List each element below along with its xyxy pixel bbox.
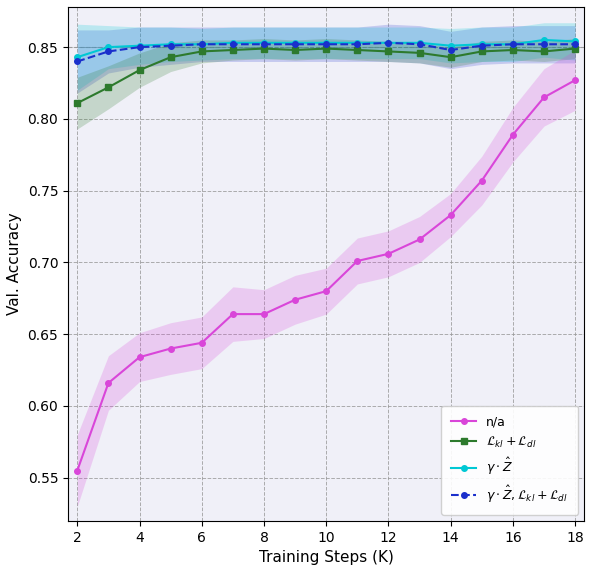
Y-axis label: Val. Accuracy: Val. Accuracy — [7, 213, 22, 315]
n/a — [260, 311, 268, 317]
n/a — [572, 77, 579, 84]
$\gamma \cdot \hat{Z}$ — [354, 39, 361, 46]
$\mathcal{L}_{kl} + \mathcal{L}_{dl}$ — [74, 100, 81, 106]
$\gamma \cdot \hat{Z}$ — [540, 37, 548, 43]
$\mathcal{L}_{kl} + \mathcal{L}_{dl}$ — [136, 67, 143, 74]
$\mathcal{L}_{kl} + \mathcal{L}_{dl}$ — [229, 46, 236, 53]
X-axis label: Training Steps (K): Training Steps (K) — [259, 550, 394, 565]
$\gamma \cdot \hat{Z}$ — [105, 43, 112, 50]
$\gamma \cdot \hat{Z}$ — [198, 41, 205, 47]
$\gamma \cdot \hat{Z}$ — [447, 42, 454, 49]
$\mathcal{L}_{kl} + \mathcal{L}_{dl}$ — [167, 54, 174, 61]
n/a — [198, 339, 205, 346]
$\gamma \cdot \hat{Z}$ — [478, 41, 485, 47]
$\mathcal{L}_{kl} + \mathcal{L}_{dl}$ — [198, 48, 205, 55]
Line: $\gamma \cdot \hat{Z}$: $\gamma \cdot \hat{Z}$ — [75, 37, 578, 60]
$\gamma \cdot \hat{Z}, \mathcal{L}_{kl} + \mathcal{L}_{dl}$ — [229, 41, 236, 47]
$\mathcal{L}_{kl} + \mathcal{L}_{dl}$ — [447, 54, 454, 61]
n/a — [291, 296, 298, 303]
$\mathcal{L}_{kl} + \mathcal{L}_{dl}$ — [385, 48, 392, 55]
$\mathcal{L}_{kl} + \mathcal{L}_{dl}$ — [291, 46, 298, 53]
$\gamma \cdot \hat{Z}$ — [167, 41, 174, 47]
$\mathcal{L}_{kl} + \mathcal{L}_{dl}$ — [540, 48, 548, 55]
n/a — [105, 380, 112, 387]
$\gamma \cdot \hat{Z}$ — [136, 42, 143, 49]
$\gamma \cdot \hat{Z}$ — [572, 38, 579, 45]
$\gamma \cdot \hat{Z}, \mathcal{L}_{kl} + \mathcal{L}_{dl}$ — [416, 41, 423, 47]
$\gamma \cdot \hat{Z}, \mathcal{L}_{kl} + \mathcal{L}_{dl}$ — [167, 42, 174, 49]
n/a — [478, 177, 485, 184]
$\gamma \cdot \hat{Z}, \mathcal{L}_{kl} + \mathcal{L}_{dl}$ — [260, 41, 268, 47]
$\mathcal{L}_{kl} + \mathcal{L}_{dl}$ — [478, 48, 485, 55]
$\gamma \cdot \hat{Z}, \mathcal{L}_{kl} + \mathcal{L}_{dl}$ — [540, 41, 548, 47]
$\gamma \cdot \hat{Z}$ — [229, 39, 236, 46]
$\gamma \cdot \hat{Z}, \mathcal{L}_{kl} + \mathcal{L}_{dl}$ — [136, 43, 143, 50]
$\gamma \cdot \hat{Z}$ — [509, 41, 516, 47]
n/a — [385, 251, 392, 257]
$\mathcal{L}_{kl} + \mathcal{L}_{dl}$ — [354, 46, 361, 53]
$\gamma \cdot \hat{Z}, \mathcal{L}_{kl} + \mathcal{L}_{dl}$ — [74, 58, 81, 65]
$\gamma \cdot \hat{Z}$ — [74, 54, 81, 61]
Line: $\gamma \cdot \hat{Z}, \mathcal{L}_{kl} + \mathcal{L}_{dl}$: $\gamma \cdot \hat{Z}, \mathcal{L}_{kl} … — [75, 40, 578, 64]
n/a — [416, 236, 423, 243]
$\gamma \cdot \hat{Z}, \mathcal{L}_{kl} + \mathcal{L}_{dl}$ — [478, 42, 485, 49]
n/a — [136, 353, 143, 360]
$\gamma \cdot \hat{Z}$ — [416, 39, 423, 46]
$\gamma \cdot \hat{Z}, \mathcal{L}_{kl} + \mathcal{L}_{dl}$ — [385, 39, 392, 46]
n/a — [447, 212, 454, 219]
Legend: n/a, $\mathcal{L}_{kl} + \mathcal{L}_{dl}$, $\gamma \cdot \hat{Z}$, $\gamma \cdo: n/a, $\mathcal{L}_{kl} + \mathcal{L}_{dl… — [441, 406, 578, 515]
n/a — [229, 311, 236, 317]
$\gamma \cdot \hat{Z}, \mathcal{L}_{kl} + \mathcal{L}_{dl}$ — [354, 41, 361, 47]
$\mathcal{L}_{kl} + \mathcal{L}_{dl}$ — [509, 46, 516, 53]
$\gamma \cdot \hat{Z}, \mathcal{L}_{kl} + \mathcal{L}_{dl}$ — [572, 41, 579, 47]
$\gamma \cdot \hat{Z}, \mathcal{L}_{kl} + \mathcal{L}_{dl}$ — [198, 41, 205, 47]
$\gamma \cdot \hat{Z}$ — [291, 39, 298, 46]
$\gamma \cdot \hat{Z}$ — [323, 39, 330, 46]
n/a — [323, 288, 330, 295]
Line: n/a: n/a — [75, 77, 578, 473]
n/a — [167, 345, 174, 352]
$\mathcal{L}_{kl} + \mathcal{L}_{dl}$ — [323, 45, 330, 52]
$\gamma \cdot \hat{Z}, \mathcal{L}_{kl} + \mathcal{L}_{dl}$ — [509, 41, 516, 47]
n/a — [540, 94, 548, 101]
n/a — [509, 131, 516, 138]
$\mathcal{L}_{kl} + \mathcal{L}_{dl}$ — [260, 45, 268, 52]
$\gamma \cdot \hat{Z}$ — [385, 39, 392, 46]
$\mathcal{L}_{kl} + \mathcal{L}_{dl}$ — [105, 84, 112, 91]
$\gamma \cdot \hat{Z}$ — [260, 39, 268, 46]
$\gamma \cdot \hat{Z}, \mathcal{L}_{kl} + \mathcal{L}_{dl}$ — [291, 41, 298, 47]
n/a — [74, 467, 81, 474]
$\mathcal{L}_{kl} + \mathcal{L}_{dl}$ — [416, 49, 423, 56]
$\gamma \cdot \hat{Z}, \mathcal{L}_{kl} + \mathcal{L}_{dl}$ — [105, 48, 112, 55]
$\gamma \cdot \hat{Z}, \mathcal{L}_{kl} + \mathcal{L}_{dl}$ — [323, 41, 330, 47]
$\mathcal{L}_{kl} + \mathcal{L}_{dl}$ — [572, 45, 579, 52]
$\gamma \cdot \hat{Z}, \mathcal{L}_{kl} + \mathcal{L}_{dl}$ — [447, 46, 454, 53]
n/a — [354, 257, 361, 264]
Line: $\mathcal{L}_{kl} + \mathcal{L}_{dl}$: $\mathcal{L}_{kl} + \mathcal{L}_{dl}$ — [75, 46, 578, 106]
